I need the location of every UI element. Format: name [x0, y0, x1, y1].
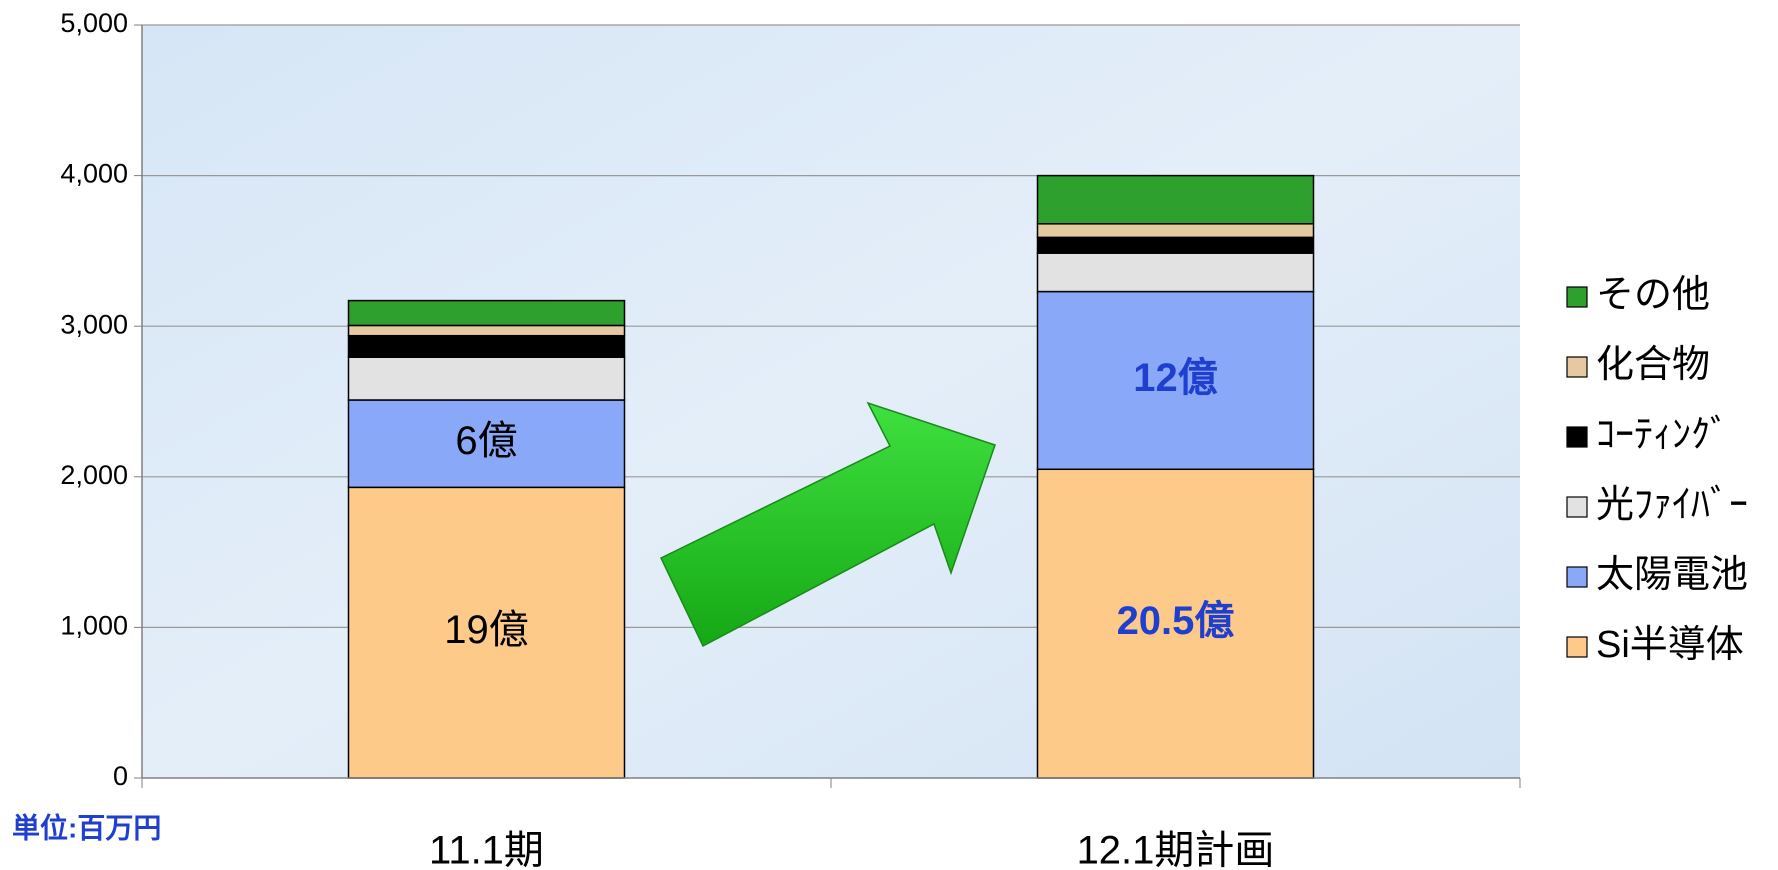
data-label: 6億 [455, 419, 517, 463]
bar-segment [347, 334, 626, 358]
bar-segment [347, 324, 626, 337]
legend-label: その他 [1596, 274, 1710, 316]
bar-segment [347, 486, 626, 779]
bar-segment [1036, 174, 1315, 225]
legend-swatch [1566, 426, 1588, 448]
legend-label: ｺｰﾃｨﾝｸﾞ [1596, 414, 1729, 456]
bar-segment [347, 399, 626, 489]
data-label: 20.5億 [1117, 599, 1235, 643]
bar-segment [1036, 236, 1315, 254]
y-tick-label: 3,000 [60, 309, 128, 339]
legend-label: 化合物 [1596, 344, 1710, 386]
y-tick-label: 1,000 [60, 611, 128, 641]
bar-segment [347, 356, 626, 401]
data-label: 19億 [444, 608, 529, 652]
y-tick-label: 5,000 [60, 8, 128, 38]
legend-label: Si半導体 [1596, 624, 1744, 666]
x-tick-label: 11.1期 [429, 829, 544, 870]
legend-swatch [1566, 356, 1588, 378]
bar-segment [1036, 223, 1315, 239]
bar-segment [1036, 290, 1315, 471]
bar-segment [1036, 468, 1315, 779]
legend-swatch [1566, 496, 1588, 518]
data-label: 12億 [1133, 356, 1218, 400]
legend-label: 光ﾌｧｲﾊﾞｰ [1596, 484, 1748, 526]
legend-swatch [1566, 566, 1588, 588]
x-tick-label: 12.1期計画 [1077, 829, 1275, 870]
y-tick-label: 4,000 [60, 159, 128, 189]
bar-segment [347, 299, 626, 327]
legend-label: 太陽電池 [1596, 554, 1748, 596]
y-tick-label: 2,000 [60, 460, 128, 490]
bar-segment [1036, 252, 1315, 293]
legend-swatch [1566, 286, 1588, 308]
growth-arrow [660, 401, 996, 648]
y-tick-label: 0 [113, 761, 128, 791]
unit-label: 単位:百万円 [12, 811, 161, 843]
legend-swatch [1566, 636, 1588, 658]
